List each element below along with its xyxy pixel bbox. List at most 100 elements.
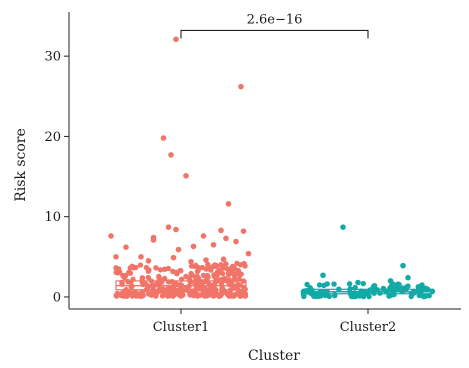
- data-point: [225, 270, 232, 277]
- data-point: [236, 276, 242, 282]
- data-point: [231, 293, 237, 299]
- data-point: [415, 284, 421, 290]
- data-point: [219, 289, 225, 295]
- data-point: [405, 283, 411, 289]
- significance-bracket: [180, 29, 369, 39]
- data-point: [210, 293, 217, 299]
- data-point: [422, 293, 428, 300]
- data-point: [348, 293, 355, 300]
- data-point: [220, 256, 227, 263]
- data-point: [138, 254, 144, 260]
- data-point: [210, 264, 216, 270]
- data-point: [405, 274, 411, 281]
- data-point: [187, 291, 193, 297]
- data-point: [175, 246, 182, 253]
- data-point: [240, 228, 247, 234]
- data-point: [320, 272, 326, 279]
- data-point: [204, 272, 211, 279]
- data-point: [240, 289, 246, 295]
- data-point: [194, 268, 201, 275]
- data-point: [161, 275, 168, 282]
- data-point: [173, 269, 179, 276]
- data-point: [225, 292, 232, 298]
- data-point: [113, 254, 119, 260]
- data-point: [195, 292, 201, 298]
- data-point: [183, 172, 189, 179]
- x-tick-label: Cluster2: [340, 320, 397, 335]
- y-tick-label: 10: [44, 210, 61, 225]
- data-point: [173, 36, 179, 43]
- data-point: [245, 250, 252, 257]
- data-point: [193, 262, 199, 268]
- data-point: [242, 293, 249, 299]
- data-point: [190, 243, 197, 250]
- data-point: [160, 135, 167, 141]
- data-point: [400, 262, 406, 269]
- data-point: [210, 241, 217, 248]
- data-point: [120, 289, 126, 296]
- data-point: [183, 273, 189, 280]
- data-point: [316, 282, 323, 288]
- data-point: [154, 289, 160, 296]
- data-point: [355, 279, 361, 286]
- y-tick-label: 20: [44, 130, 61, 145]
- data-point: [205, 261, 211, 268]
- data-point: [340, 224, 346, 230]
- data-point: [137, 262, 144, 268]
- data-point: [156, 278, 163, 285]
- data-point: [173, 226, 179, 233]
- x-axis-title: Cluster: [248, 348, 300, 364]
- data-point: [301, 293, 307, 300]
- data-point: [123, 244, 129, 250]
- data-point: [129, 263, 135, 269]
- data-point: [324, 281, 330, 287]
- data-point: [203, 257, 209, 263]
- data-point: [165, 292, 171, 299]
- data-point: [199, 291, 206, 297]
- data-point: [218, 262, 224, 268]
- y-tick-label: 30: [44, 50, 61, 65]
- p-value-label: 2.6e−16: [247, 12, 303, 27]
- data-point: [170, 254, 177, 261]
- data-point: [225, 201, 232, 207]
- data-point: [233, 238, 239, 245]
- data-point: [146, 267, 152, 273]
- data-point: [205, 289, 212, 295]
- data-point: [371, 283, 377, 289]
- data-point: [213, 277, 219, 283]
- data-point: [165, 279, 172, 285]
- data-point: [127, 290, 134, 297]
- data-point: [304, 281, 310, 288]
- data-point: [150, 237, 157, 243]
- plot-panel: 0 10 20 30 Cluster1 Cluster2 2.6e−16: [44, 12, 461, 335]
- data-point: [188, 270, 194, 277]
- data-point: [145, 258, 152, 264]
- data-point: [187, 279, 193, 285]
- data-point: [121, 274, 128, 281]
- data-point: [231, 272, 238, 279]
- data-point: [188, 258, 194, 265]
- data-point: [238, 83, 244, 90]
- data-point: [153, 265, 159, 271]
- data-point: [360, 280, 367, 287]
- data-point: [224, 266, 231, 272]
- data-point: [165, 224, 172, 230]
- data-point: [170, 293, 176, 299]
- data-point: [194, 273, 200, 279]
- data-point: [221, 275, 228, 282]
- data-point: [387, 278, 394, 284]
- data-point: [218, 227, 224, 234]
- data-point: [216, 293, 222, 299]
- data-point: [223, 235, 229, 242]
- y-tick-label: 0: [53, 290, 61, 305]
- data-point: [115, 270, 121, 276]
- data-point: [331, 281, 337, 287]
- data-point: [145, 274, 151, 281]
- data-point: [171, 286, 177, 292]
- data-point: [223, 261, 229, 267]
- data-point: [126, 269, 132, 275]
- data-point: [188, 263, 195, 269]
- data-point: [346, 281, 353, 287]
- y-axis-title: Risk score: [13, 128, 29, 202]
